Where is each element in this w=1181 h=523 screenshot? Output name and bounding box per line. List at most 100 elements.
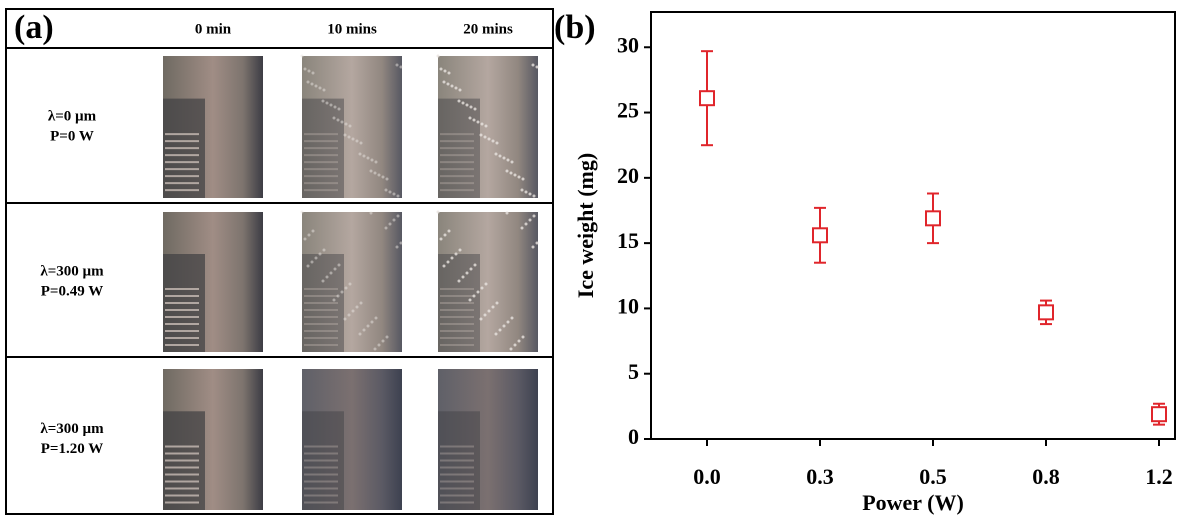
frost-dot	[524, 222, 528, 226]
micrograph-region	[302, 411, 344, 510]
frost-dot	[484, 124, 488, 128]
frost-dot	[461, 275, 465, 279]
frost-dot	[472, 294, 476, 298]
frost-dot	[446, 82, 450, 86]
frost-dot	[532, 214, 536, 218]
frost-dot	[399, 241, 403, 245]
y-tick-label: 25	[617, 98, 639, 123]
frost-dot	[450, 84, 454, 88]
micrograph	[438, 212, 538, 352]
marker	[699, 90, 715, 107]
frost-dot	[535, 65, 539, 69]
frost-dot	[358, 332, 362, 336]
frost-dot	[439, 67, 443, 71]
frost-dot	[483, 313, 487, 317]
frost-dot	[498, 328, 502, 332]
frost-dot	[344, 122, 348, 126]
frost-dot	[388, 190, 392, 194]
frost-dot	[359, 141, 363, 145]
frost-dot	[359, 301, 363, 305]
frost-dot	[396, 194, 400, 198]
frost-dot	[454, 252, 458, 256]
panel-a: 0 min 10 mins 20 mins λ=0 µm P=0 W λ=300 µm P=…	[40, 21, 539, 510]
frost-dot	[373, 347, 377, 351]
frost-dot	[506, 320, 510, 324]
frost-dot	[446, 260, 450, 264]
frost-dot	[310, 82, 314, 86]
frost-dot	[491, 305, 495, 309]
frost-dot	[532, 194, 536, 198]
frost-dot	[476, 120, 480, 124]
marker	[1151, 406, 1167, 423]
frost-dot	[436, 54, 440, 58]
frost-dot	[303, 67, 307, 71]
y-tick-label: 15	[617, 228, 639, 253]
frost-dot	[303, 237, 307, 241]
frost-dot	[322, 248, 326, 252]
y-axis-label: Ice weight (mg)	[573, 153, 598, 298]
frost-dot	[528, 218, 532, 222]
frost-dot	[505, 169, 509, 173]
frost-dot	[473, 107, 477, 111]
frost-dot	[337, 263, 341, 267]
marker	[812, 227, 828, 244]
column-header: 20 mins	[463, 21, 513, 37]
frost-dot	[458, 88, 462, 92]
frost-dot	[388, 222, 392, 226]
frost-dot	[528, 192, 532, 196]
frost-dot	[318, 86, 322, 90]
frost-dot	[355, 305, 359, 309]
frost-dot	[468, 298, 472, 302]
frost-dot	[479, 317, 483, 321]
x-tick-label: 0.8	[1032, 464, 1060, 489]
frost-dot	[531, 245, 535, 249]
plot-frame	[650, 11, 1176, 440]
column-header: 10 mins	[327, 21, 377, 37]
frost-dot	[332, 116, 336, 120]
frost-dot	[469, 105, 473, 109]
frost-dot	[513, 343, 517, 347]
frost-dot	[321, 99, 325, 103]
micrograph	[302, 56, 402, 198]
frost-dot	[392, 218, 396, 222]
frost-dot	[311, 71, 315, 75]
frost-dot	[468, 116, 472, 120]
frost-dot	[472, 118, 476, 122]
frost-dot	[347, 135, 351, 139]
frost-dot	[306, 80, 310, 84]
frost-dot	[310, 260, 314, 264]
frost-dot	[366, 324, 370, 328]
frost-dot	[343, 133, 347, 137]
frost-dot	[436, 210, 440, 214]
frost-dot	[395, 245, 399, 249]
frost-dot	[373, 171, 377, 175]
frost-dot	[476, 290, 480, 294]
frost-dot	[369, 211, 373, 215]
frost-dot	[494, 332, 498, 336]
frost-dot	[502, 324, 506, 328]
frost-dot	[325, 275, 329, 279]
frost-dot	[443, 69, 447, 73]
frost-dot	[520, 188, 524, 192]
frost-dot	[510, 316, 514, 320]
frost-dot	[377, 343, 381, 347]
frost-dot	[306, 264, 310, 268]
frost-dot	[495, 141, 499, 145]
frost-dot	[442, 264, 446, 268]
frost-dot	[465, 103, 469, 107]
frost-dot	[307, 233, 311, 237]
frost-dot	[340, 290, 344, 294]
frost-dot	[362, 154, 366, 158]
frost-dot	[311, 229, 315, 233]
frost-dot	[450, 256, 454, 260]
frost-dot	[505, 211, 509, 215]
frost-dot	[494, 152, 498, 156]
frost-dot	[351, 309, 355, 313]
frost-dot	[374, 160, 378, 164]
frost-dot	[300, 54, 304, 58]
frost-dot	[314, 256, 318, 260]
frost-dot	[333, 267, 337, 271]
frost-dot	[439, 237, 443, 241]
micrograph	[438, 56, 538, 198]
frost-dot	[473, 263, 477, 267]
